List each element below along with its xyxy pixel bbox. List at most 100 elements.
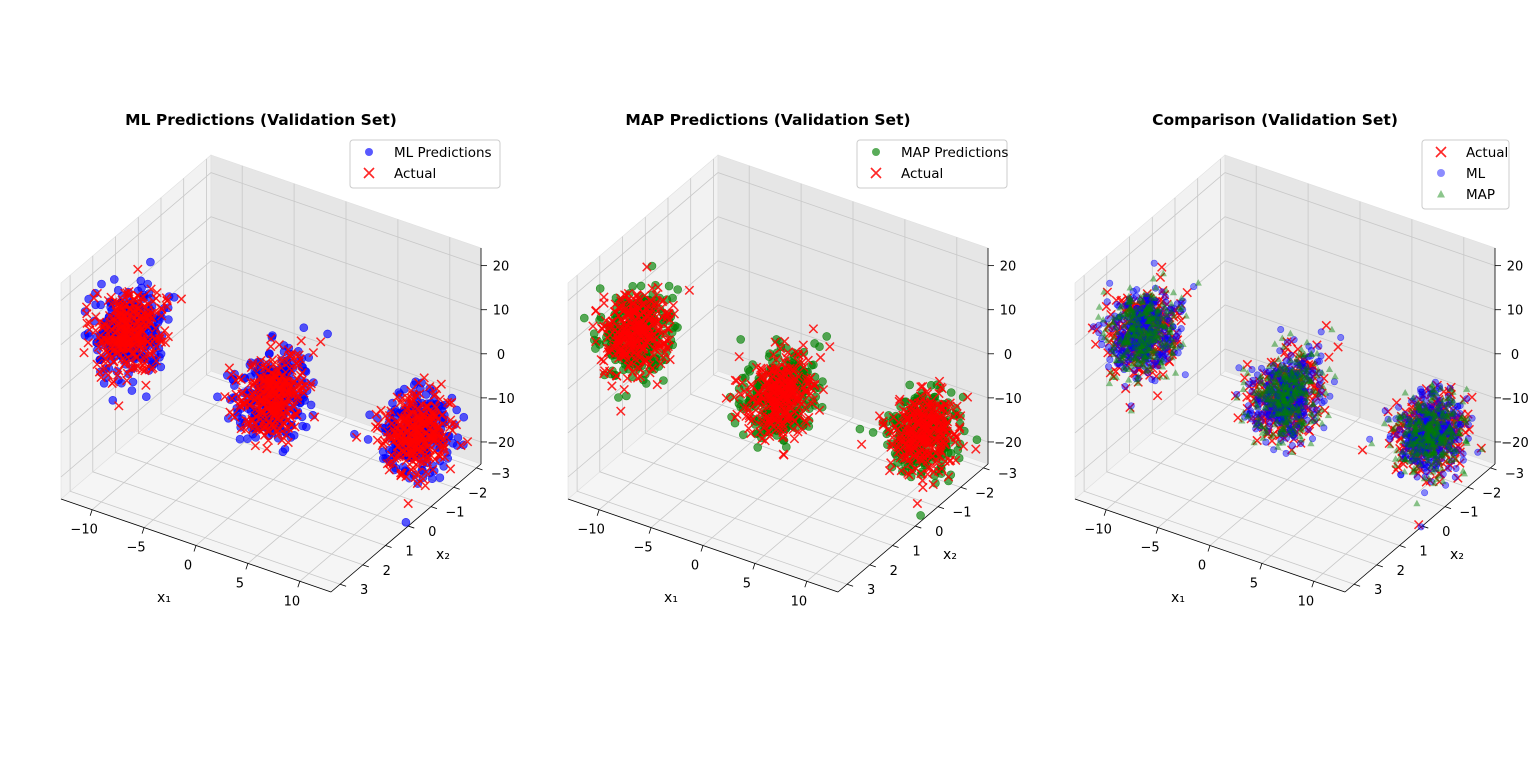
point-circle: [301, 422, 311, 432]
point-x: [140, 365, 150, 376]
point-x: [267, 391, 278, 402]
y-tick-mark: [1467, 486, 1474, 490]
y-tick-label: 3: [1374, 583, 1382, 598]
y-axis-label: x₂: [1450, 547, 1464, 563]
point-x: [305, 382, 316, 392]
point-x: [419, 373, 429, 383]
point-circle: [323, 329, 332, 339]
point-x: [278, 397, 289, 408]
z-tick-label: 10: [1507, 304, 1524, 319]
point-x: [250, 440, 261, 451]
point-x: [291, 359, 302, 369]
point-x: [116, 309, 126, 320]
gridline-y: [183, 178, 454, 488]
point-x: [94, 367, 105, 377]
y-tick-mark: [1444, 506, 1452, 510]
x-tick-label: 10: [284, 594, 301, 609]
point-circle: [580, 313, 589, 323]
y-tick-mark: [385, 545, 392, 548]
point-circle: [628, 281, 637, 291]
point-x: [89, 293, 99, 303]
point-x: [130, 305, 141, 315]
point-x: [263, 385, 273, 395]
point-circle: [143, 279, 152, 289]
gridline-z: [60, 172, 482, 301]
point-x: [144, 311, 154, 321]
point-circle: [452, 405, 462, 415]
point-x: [294, 350, 304, 360]
point-x: [283, 358, 293, 368]
data-points: [79, 257, 473, 527]
point-circle: [822, 332, 832, 341]
x-tick-mark: [596, 509, 600, 516]
y-tick-label: 0: [428, 525, 436, 540]
legend-label: ML Predictions: [394, 145, 492, 161]
point-x: [421, 467, 431, 477]
point-circle: [435, 473, 445, 483]
x-tick-label: 0: [184, 559, 192, 574]
point-circle: [905, 380, 915, 390]
x-tick-mark: [804, 581, 808, 588]
point-x: [293, 360, 304, 371]
point-x: [107, 342, 117, 353]
point-x: [220, 391, 230, 402]
point-x: [100, 358, 111, 368]
point-x: [292, 373, 302, 384]
point-circle: [855, 424, 865, 434]
point-circle: [289, 430, 299, 440]
y-tick-label: 1: [1419, 544, 1427, 559]
point-circle: [972, 435, 982, 445]
y-tick-label: −2: [468, 486, 487, 501]
y-tick-label: 3: [867, 583, 875, 598]
point-x: [270, 408, 280, 418]
point-x: [236, 423, 246, 434]
point-x: [436, 379, 447, 389]
point-x: [265, 380, 276, 390]
chart-title: ML Predictions (Validation Set): [125, 111, 397, 129]
y-tick-mark: [408, 525, 415, 529]
x-tick-label: −5: [126, 541, 145, 556]
y-tick-mark: [869, 564, 876, 568]
point-circle: [1148, 375, 1156, 383]
point-x: [124, 286, 134, 297]
point-x: [274, 416, 284, 427]
point-x: [127, 348, 138, 358]
z-tick-label: 0: [1511, 348, 1519, 363]
gridline-x: [195, 201, 347, 546]
y-tick-mark: [915, 525, 922, 529]
gridline-y: [160, 197, 432, 508]
point-x: [114, 401, 124, 411]
series-actual: [79, 264, 473, 509]
point-x: [111, 307, 121, 317]
x-axis-label: x₁: [1171, 590, 1185, 606]
point-circle: [946, 388, 956, 397]
point-x: [378, 438, 388, 449]
point-x: [308, 347, 319, 358]
point-circle: [944, 476, 953, 486]
point-x: [260, 414, 270, 425]
x-tick-label: −5: [1140, 541, 1159, 556]
point-x: [162, 296, 172, 306]
y-tick-label: −1: [1459, 506, 1478, 521]
point-x: [122, 327, 133, 337]
y-tick-mark: [960, 486, 967, 490]
x-axis-label: x₁: [664, 590, 678, 606]
point-circle: [1098, 340, 1106, 348]
point-x: [279, 387, 289, 397]
point-x: [406, 464, 416, 475]
z-tick-label: 10: [1000, 304, 1017, 319]
point-x: [429, 390, 439, 401]
x-tick-mark: [1155, 527, 1159, 534]
point-x: [412, 478, 423, 489]
y-tick-label: 2: [1397, 564, 1405, 579]
point-circle: [1150, 259, 1158, 267]
y-tick-mark: [339, 583, 347, 587]
x-tick-mark: [1259, 563, 1263, 570]
point-x: [105, 332, 116, 342]
point-x: [267, 355, 278, 365]
point-x: [258, 424, 268, 435]
legend-label: Actual: [901, 166, 943, 182]
z-tick-label: 0: [497, 348, 505, 363]
point-x: [160, 337, 171, 348]
